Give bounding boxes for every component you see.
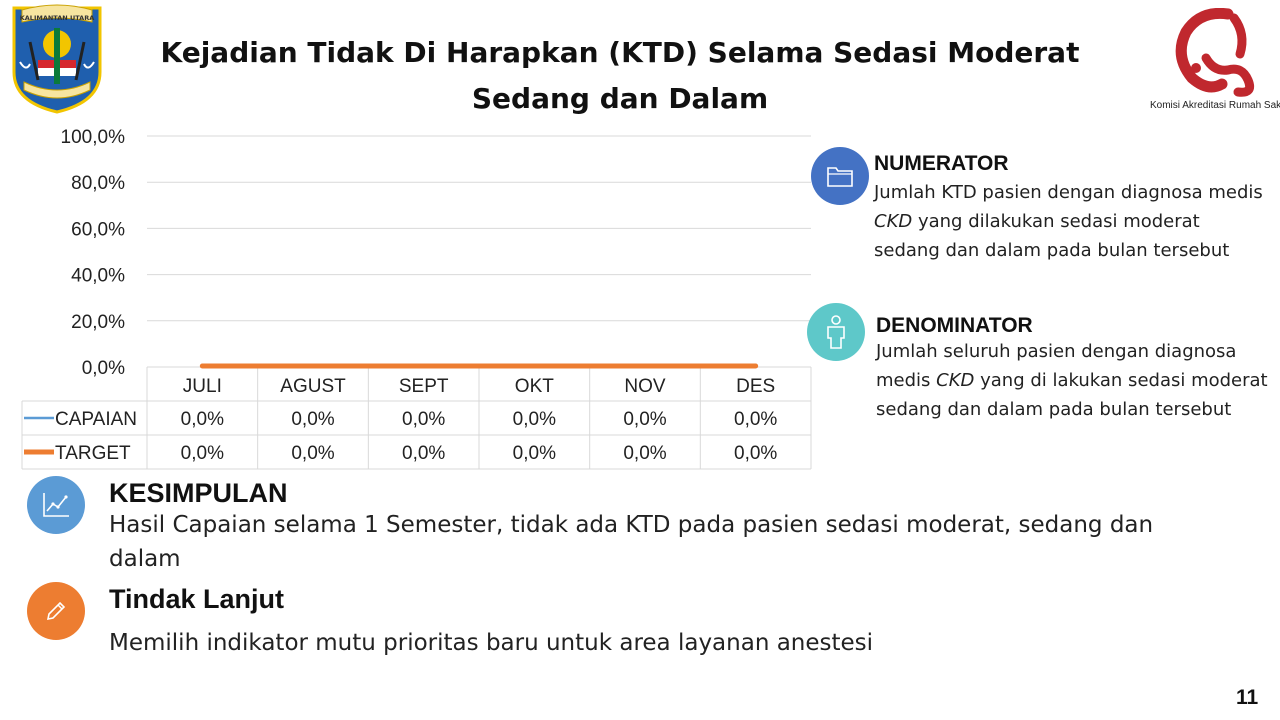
series-name-capaian: CAPAIAN (55, 409, 137, 430)
data-cell-capaian: 0,0% (181, 409, 224, 430)
x-category-label: NOV (624, 376, 666, 397)
kalimantan-utara-logo: KALIMANTAN UTARA (8, 2, 106, 114)
kars-caption: Komisi Akreditasi Rumah Sakit (1150, 100, 1280, 111)
y-tick-label: 80,0% (71, 173, 125, 194)
person-icon (827, 315, 845, 349)
title-line-1: Kejadian Tidak Di Harapkan (KTD) Selama … (160, 36, 1080, 69)
y-axis-ticks: 0,0% 20,0% 40,0% 60,0% 80,0% 100,0% (61, 127, 126, 379)
data-cell-capaian: 0,0% (291, 409, 334, 430)
chart-gridlines (147, 135, 811, 368)
denominator-block: DENOMINATOR Jumlah seluruh pasien dengan… (806, 302, 1276, 452)
kars-logo: Komisi Akreditasi Rumah Sakit (1150, 7, 1280, 118)
numerator-text: Jumlah KTD pasien dengan diagnosa medis … (874, 182, 1263, 261)
series-name-target: TARGET (55, 443, 131, 464)
denominator-heading: DENOMINATOR (876, 314, 1033, 337)
chart-data-table: JULI AGUST SEPT OKT NOV DES CAPAIAN 0,0% 0,0% 0,0… (21, 367, 812, 470)
denominator-text: Jumlah seluruh pasien dengan diagnosa me… (876, 341, 1268, 420)
folder-icon (827, 167, 853, 187)
kesimpulan-text: Hasil Capaian selama 1 Semester, tidak a… (109, 512, 1154, 572)
tindak-lanjut-text: Memilih indikator mutu prioritas baru un… (109, 630, 874, 656)
data-cell-target: 0,0% (734, 443, 777, 464)
chart-icon (43, 493, 69, 517)
tindak-lanjut-block: Tindak Lanjut Memilih indikator mutu pri… (27, 582, 1227, 662)
numerator-icon-circle (811, 147, 869, 205)
data-cell-target: 0,0% (623, 443, 666, 464)
y-tick-label: 40,0% (71, 266, 125, 287)
denominator-icon-circle (807, 303, 865, 361)
kesimpulan-icon-circle (27, 476, 85, 534)
data-cell-target: 0,0% (402, 443, 445, 464)
x-category-label: SEPT (399, 376, 449, 397)
page-title: Kejadian Tidak Di Harapkan (KTD) Selama … (150, 30, 1090, 122)
data-cell-target: 0,0% (513, 443, 556, 464)
page-number: 11 (1236, 686, 1259, 709)
data-cell-target: 0,0% (181, 443, 224, 464)
pencil-icon (46, 601, 66, 621)
y-tick-label: 0,0% (82, 358, 125, 379)
data-cell-capaian: 0,0% (734, 409, 777, 430)
kesimpulan-block: KESIMPULAN Hasil Capaian selama 1 Semest… (27, 476, 1227, 586)
numerator-block: NUMERATOR Jumlah KTD pasien dengan diagn… (810, 146, 1270, 296)
tindak-lanjut-heading: Tindak Lanjut (109, 584, 285, 614)
data-cell-capaian: 0,0% (402, 409, 445, 430)
kesimpulan-heading: KESIMPULAN (109, 478, 288, 508)
x-category-label: DES (736, 376, 775, 397)
numerator-heading: NUMERATOR (874, 152, 1009, 175)
x-category-label: AGUST (280, 376, 346, 397)
ktd-line-chart: 0,0% 20,0% 40,0% 60,0% 80,0% 100,0% JULI AGUST… (21, 127, 812, 470)
logo-left-text: KALIMANTAN UTARA (20, 14, 95, 22)
data-cell-capaian: 0,0% (513, 409, 556, 430)
title-line-2: Sedang dan Dalam (471, 82, 769, 115)
data-cell-capaian: 0,0% (623, 409, 666, 430)
x-category-label: JULI (183, 376, 222, 397)
tindak-lanjut-icon-circle (27, 582, 85, 640)
data-cell-target: 0,0% (291, 443, 334, 464)
x-category-label: OKT (515, 376, 554, 397)
y-tick-label: 60,0% (71, 219, 125, 240)
y-tick-label: 100,0% (61, 127, 126, 148)
y-tick-label: 20,0% (71, 312, 125, 333)
